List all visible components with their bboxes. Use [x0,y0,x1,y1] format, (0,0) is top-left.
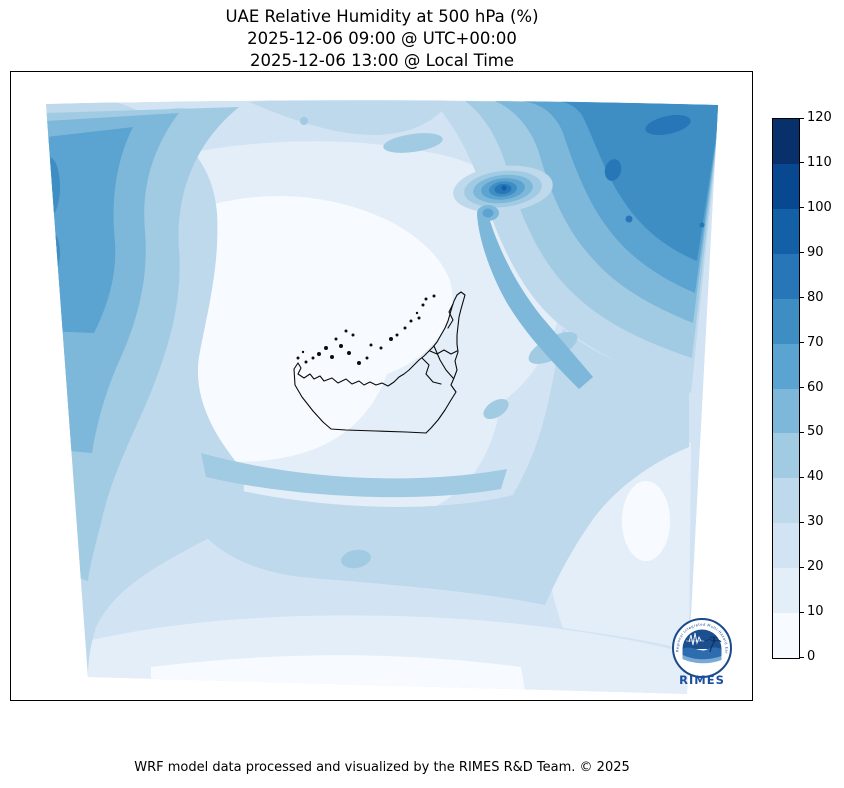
colorbar-segment [773,343,799,389]
colorbar-tick-label: 120 [807,110,832,125]
colorbar-tick-label: 100 [807,199,832,215]
footer-caption: WRF model data processed and visualized … [134,760,630,775]
logo-seismograph-icon [686,632,704,646]
map-axes: Regional Integrated Multi-Hazard Early W… [10,71,753,701]
colorbar-segment [773,613,799,659]
colorbar-tick-label: 70 [807,334,824,350]
colorbar-tick-label: 90 [807,244,824,260]
colorbar-tick-label: 10 [807,604,824,620]
colorbar-tick-label: 20 [807,559,824,575]
colorbar-segment [773,388,799,434]
colorbar-segment [773,163,799,209]
colorbar-segment [773,119,799,164]
colorbar-tick-label: 30 [807,514,824,530]
uae-outline [293,291,466,434]
colorbar-tick-label: 110 [807,154,832,170]
humidity-contour-map [46,100,718,695]
colorbar-tick-label: 80 [807,289,824,305]
title-line-2: 2025-12-06 09:00 @ UTC+00:00 [247,29,517,48]
contour-field [46,100,718,695]
rimes-logo: Regional Integrated Multi-Hazard Early W… [670,612,734,688]
title-line-3: 2025-12-06 13:00 @ Local Time [249,51,515,70]
colorbar-segment [773,433,799,479]
colorbar-segment [773,298,799,344]
colorbar-tick-label: 50 [807,424,824,440]
logo-wave-light [682,655,722,664]
contour-band-80-90 [604,114,705,228]
logo-palm-tree-icon [705,636,722,653]
colorbar-segment [773,568,799,614]
colorbar-segment [773,478,799,524]
rimes-logo-graphic: Regional Integrated Multi-Hazard Early W… [672,618,732,687]
contour-local-maximum [453,165,553,221]
colorbar-tick-label: 0 [807,649,816,664]
figure-title: UAE Relative Humidity at 500 hPa (%) 202… [10,6,754,72]
colorbar-segment [773,523,799,569]
title-line-1: UAE Relative Humidity at 500 hPa (%) [225,7,539,26]
colorbar-tick-label: 40 [807,469,824,485]
island-dots [296,294,436,365]
colorbar-segment [773,253,799,299]
colorbar [772,118,800,659]
logo-wave-dark [682,647,722,661]
colorbar-segment [773,208,799,254]
rimes-logo-wordmark: RIMES [679,673,725,687]
logo-sky [682,629,722,649]
colorbar-tick-label: 60 [807,379,824,395]
